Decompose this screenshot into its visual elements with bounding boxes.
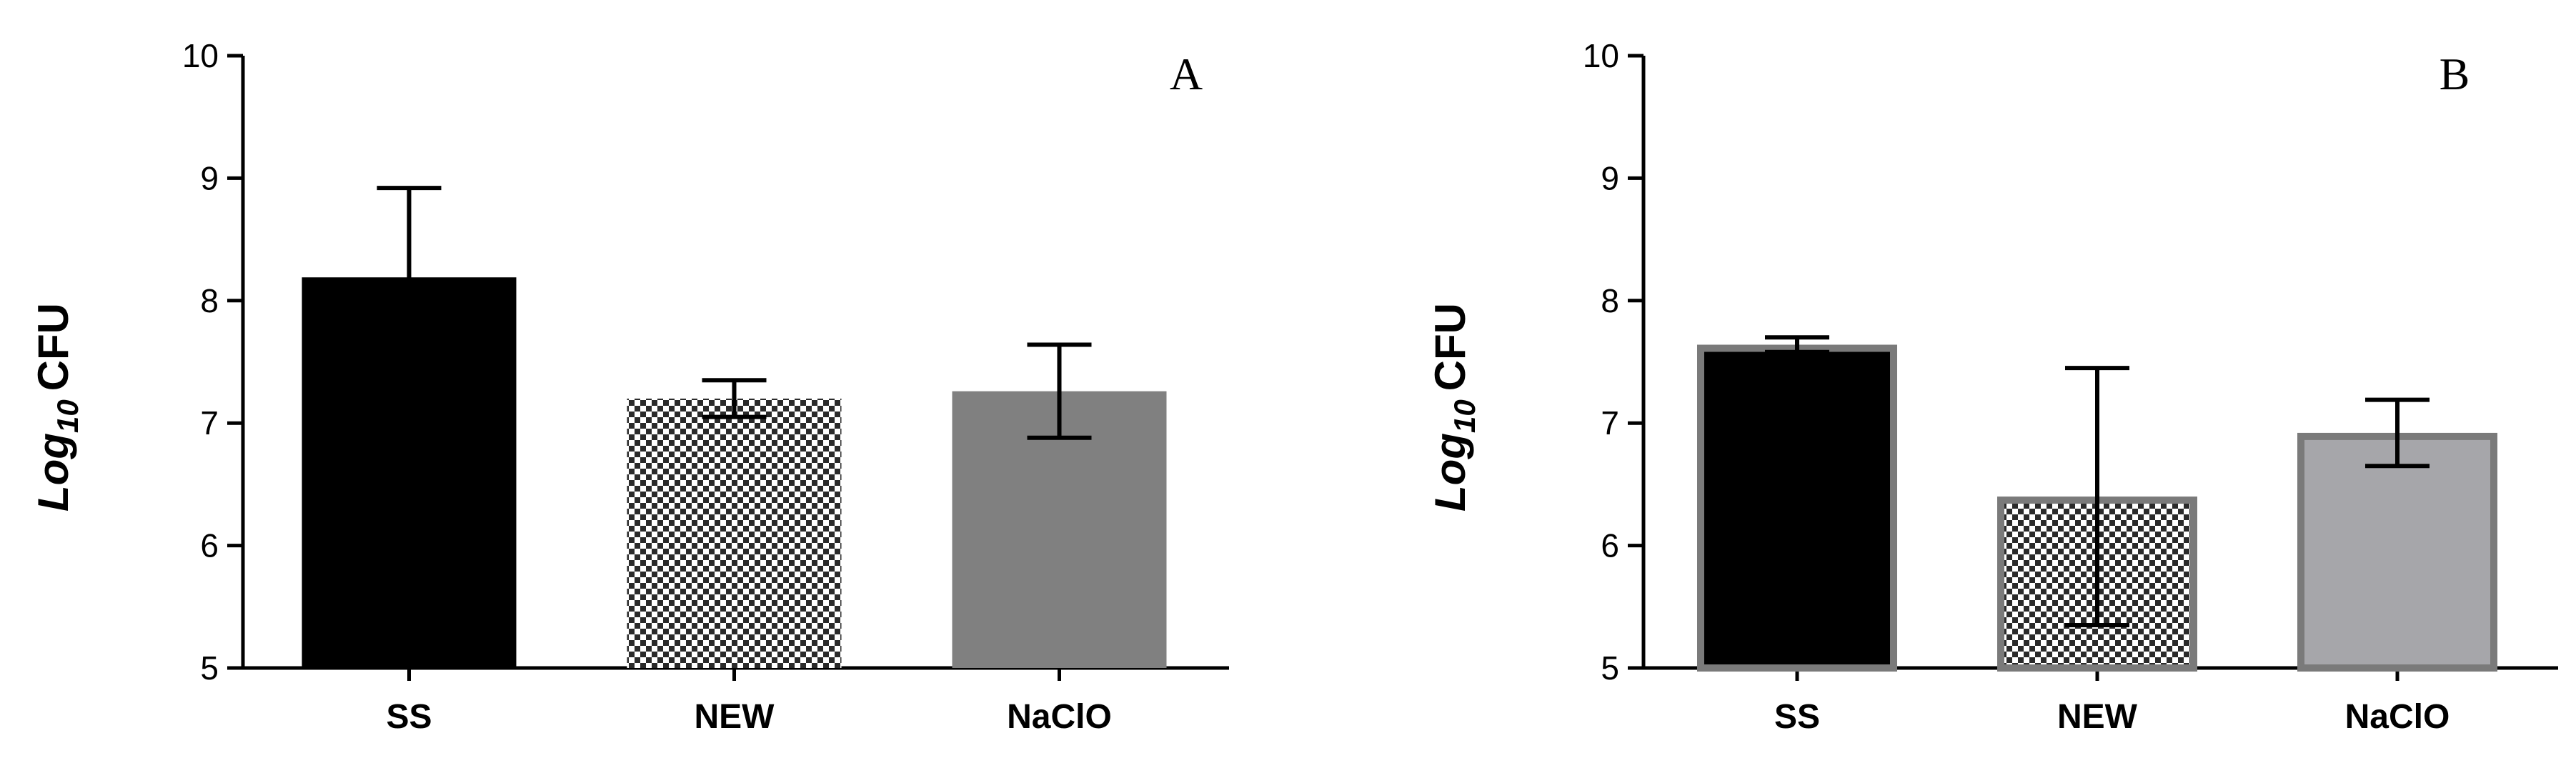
y-tick-label: 9 [200, 159, 219, 196]
y-tick-label: 9 [1601, 159, 1619, 196]
y-tick-label: 8 [200, 282, 219, 319]
y-tick-label: 7 [200, 404, 219, 442]
y-tick-label: 6 [200, 527, 219, 564]
y-axis-label: Log10 CFU [29, 303, 84, 512]
bar-naclo [2297, 432, 2497, 672]
category-label-naclo: NaClO [2345, 698, 2450, 736]
category-labels: SS NEW NaClO [1774, 698, 2450, 736]
bar-ss [1697, 344, 1897, 672]
error-bars [1765, 335, 2430, 628]
y-tick-label: 5 [200, 649, 219, 687]
y-axis-label-base: Log [29, 433, 77, 512]
category-label-ss: SS [386, 698, 432, 736]
error-bars [377, 186, 1092, 440]
bars [1697, 344, 2497, 672]
panel-label: A [1170, 49, 1203, 99]
panel-label: B [2440, 49, 2470, 99]
category-label-new: NEW [695, 698, 775, 736]
bar-new [627, 398, 842, 668]
y-axis-label-subscript: 10 [1448, 399, 1481, 433]
y-tick-label: 7 [1601, 404, 1619, 442]
category-label-ss: SS [1774, 698, 1820, 736]
y-axis-label-subscript: 10 [51, 399, 84, 433]
y-axis-label: Log10 CFU [1426, 303, 1481, 512]
y-tick-label: 5 [1601, 649, 1619, 687]
y-tick-label: 6 [1601, 527, 1619, 564]
y-tick-label: 10 [182, 37, 219, 74]
y-tick-label: 10 [1583, 37, 1619, 74]
category-label-new: NEW [2057, 698, 2138, 736]
category-labels: SS NEW NaClO [386, 698, 1111, 736]
y-axis-label-unit: CFU [29, 303, 77, 391]
bars [302, 277, 1167, 668]
y-tick-label: 8 [1601, 282, 1619, 319]
y-axis-label-unit: CFU [1426, 303, 1474, 391]
category-label-naclo: NaClO [1007, 698, 1112, 736]
y-axis-label-base: Log [1426, 433, 1474, 512]
